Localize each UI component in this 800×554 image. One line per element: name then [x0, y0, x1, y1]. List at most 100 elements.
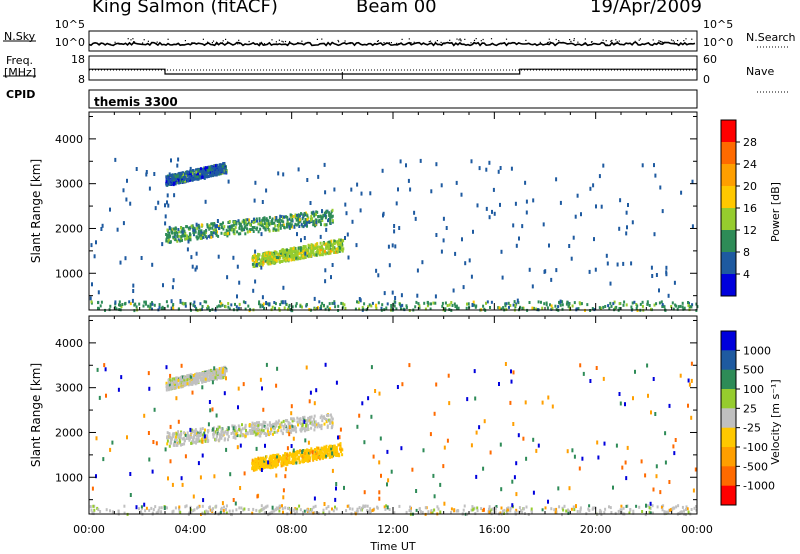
velocity-sparse-echo — [386, 449, 389, 454]
power-sparse-echo — [114, 300, 117, 305]
velocity-echo-cell — [339, 446, 342, 450]
velocity-echo-cell — [294, 426, 297, 430]
velocity-echo-cell — [175, 376, 178, 380]
velocity-echo-cell — [201, 433, 204, 437]
velocity-echo-cell — [240, 431, 243, 435]
power-echo-cell — [220, 167, 223, 171]
velocity-echo-cell — [258, 461, 261, 464]
velocity-sparse-echo — [98, 395, 101, 400]
power-echo-cell — [253, 265, 256, 268]
velocity-echo-cell — [213, 370, 216, 374]
velocity-sparse-echo — [649, 501, 652, 506]
velocity-sparse-echo — [547, 395, 550, 400]
velocity-echo-cell — [140, 510, 143, 514]
power-sparse-echo — [347, 255, 350, 260]
velocity-echo-cell — [215, 438, 218, 441]
noise-search-point — [428, 41, 430, 43]
power-echo-cell — [181, 234, 184, 238]
velocity-echo-cell — [195, 432, 198, 435]
velocity-echo-cell — [282, 425, 285, 428]
power-echo-cell — [166, 304, 169, 308]
velocity-sparse-echo — [510, 369, 512, 374]
velocity-sparse-echo — [260, 468, 263, 472]
velocity-echo-cell — [561, 513, 563, 517]
velocity-echo-cell — [324, 450, 327, 454]
power-echo-cell — [308, 244, 311, 248]
velocity-sparse-echo — [201, 453, 204, 458]
power-echo-cell — [282, 223, 285, 227]
power-sparse-echo — [97, 290, 100, 295]
power-echo-cell — [441, 301, 444, 305]
power-echo-cell — [290, 219, 293, 223]
velocity-echo-cell — [277, 421, 280, 425]
power-echo-cell — [261, 255, 264, 259]
power-echo-cell — [301, 224, 304, 228]
velocity-colorbar-label: -1000 — [743, 480, 775, 493]
velocity-echo-cell — [521, 510, 524, 514]
power-sparse-echo — [170, 158, 172, 163]
power-echo-cell — [545, 301, 548, 305]
velocity-echo-cell — [359, 508, 362, 512]
power-echo-cell — [306, 224, 308, 228]
velocity-echo-cell — [251, 458, 254, 462]
velocity-echo-cell — [685, 505, 688, 509]
velocity-echo-cell — [204, 377, 207, 381]
power-echo-cell — [128, 300, 131, 304]
velocity-sparse-echo — [207, 422, 210, 427]
velocity-echo-cell — [269, 454, 272, 458]
power-echo-cell — [340, 242, 343, 246]
velocity-echo-cell — [663, 510, 666, 514]
velocity-echo-cell — [206, 440, 209, 443]
power-sparse-echo — [303, 236, 306, 240]
power-echo-cell — [254, 257, 257, 261]
power-echo-cell — [190, 170, 193, 174]
velocity-sparse-echo — [175, 396, 178, 401]
velocity-sparse-echo — [596, 440, 599, 445]
velocity-sparse-echo — [652, 487, 655, 492]
power-echo-cell — [301, 217, 304, 221]
velocity-echo-cell — [293, 508, 296, 512]
power-sparse-echo — [574, 214, 577, 219]
power-echo-cell — [514, 303, 517, 307]
power-sparse-echo — [333, 187, 336, 192]
power-echo-cell — [395, 307, 398, 311]
noise-search-point — [507, 43, 509, 45]
velocity-sparse-echo — [147, 431, 150, 435]
velocity-echo-cell — [362, 504, 365, 508]
power-echo-cell — [434, 301, 437, 305]
power-echo-cell — [202, 235, 205, 239]
velocity-echo-cell — [295, 510, 298, 514]
velocity-echo-cell — [317, 446, 320, 450]
noise-search-point — [155, 42, 157, 45]
power-echo-cell — [262, 255, 265, 258]
velocity-sparse-echo — [265, 362, 268, 367]
velocity-echo-cell — [277, 506, 279, 510]
date-title: 19/Apr/2009 — [590, 0, 702, 17]
power-echo-cell — [294, 222, 297, 226]
power-echo-cell — [312, 220, 315, 224]
noise-search-point — [390, 42, 392, 44]
power-echo-cell — [357, 300, 360, 304]
power-echo-cell — [212, 172, 215, 176]
velocity-echo-cell — [319, 416, 322, 420]
power-echo-cell — [399, 304, 402, 308]
power-sparse-echo — [309, 201, 312, 205]
noise-panel-frame — [88, 30, 698, 52]
velocity-sparse-echo — [568, 486, 571, 491]
velocity-echo-cell — [138, 507, 140, 511]
velocity-echo-cell — [555, 507, 558, 511]
power-echo-cell — [165, 175, 168, 179]
velocity-echo-cell — [266, 504, 269, 508]
power-echo-cell — [266, 218, 269, 222]
power-colorbar-label: 4 — [743, 268, 750, 281]
velocity-sparse-echo — [313, 496, 316, 501]
power-echo-cell — [186, 173, 189, 177]
velocity-echo-cell — [292, 417, 295, 421]
velocity-echo-cell — [213, 372, 216, 376]
velocity-echo-cell — [188, 435, 190, 439]
velocity-echo-cell — [316, 455, 319, 459]
power-echo-cell — [295, 302, 298, 306]
power-echo-cell — [215, 173, 218, 177]
power-echo-cell — [522, 307, 525, 310]
velocity-echo-cell — [319, 425, 321, 429]
